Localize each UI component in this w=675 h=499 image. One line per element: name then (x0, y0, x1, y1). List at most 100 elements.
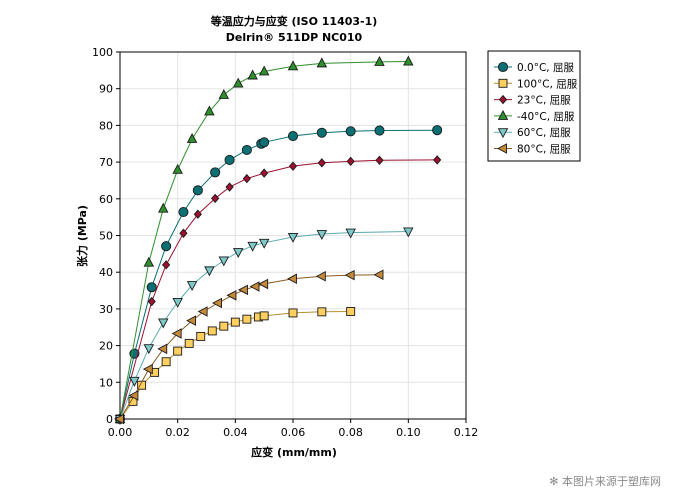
watermark-text: ✻ 本图片来源于塑库网 (549, 473, 661, 489)
data-point (287, 273, 297, 285)
data-point (142, 363, 153, 375)
legend-label: -40°C, 屈服 (517, 111, 575, 123)
data-point (129, 376, 140, 387)
data-point (179, 228, 188, 238)
data-point (162, 260, 171, 270)
data-point (373, 269, 384, 281)
y-tick-label: 90 (99, 83, 113, 96)
y-tick-label: 60 (99, 193, 113, 206)
x-tick-label: 0.10 (396, 426, 421, 439)
y-tick-label: 70 (99, 156, 113, 169)
data-point (230, 317, 240, 327)
legend-label: 60°C, 屈服 (517, 127, 571, 139)
data-point (433, 155, 442, 165)
series-line (119, 159, 438, 420)
data-point (218, 256, 230, 267)
data-point (197, 306, 208, 317)
data-point (346, 307, 356, 316)
data-point (211, 193, 220, 204)
y-axis-title: 张力 (MPa) (75, 205, 89, 267)
series-2 (115, 155, 442, 424)
data-point (172, 163, 183, 174)
data-point (158, 202, 169, 213)
data-point (204, 266, 215, 277)
y-tick-label: 10 (99, 376, 113, 389)
data-point (161, 241, 172, 252)
legend-item: 0.0°C, 屈服 (494, 61, 574, 74)
data-point (316, 127, 327, 138)
data-point (345, 228, 356, 239)
data-point (210, 167, 221, 178)
data-point (317, 307, 327, 317)
data-point (258, 65, 270, 76)
data-point (344, 269, 355, 281)
y-tick-label: 50 (99, 230, 113, 243)
series-line (119, 129, 438, 420)
data-point (316, 230, 328, 240)
x-axis-title: 应变 (mm/mm) (251, 445, 337, 459)
chart-subtitle: Delrin® 511DP NC010 (226, 31, 363, 44)
data-point (259, 137, 270, 148)
legend-item: 23°C, 屈服 (494, 95, 571, 107)
y-tick-label: 80 (99, 119, 113, 132)
series-line (119, 61, 409, 420)
data-point (247, 69, 258, 80)
data-point (186, 281, 198, 292)
y-tick-label: 30 (99, 303, 113, 316)
data-point (288, 161, 298, 171)
legend-marker (497, 109, 509, 120)
data-point (238, 284, 248, 296)
data-point (226, 290, 237, 301)
data-point (316, 57, 328, 68)
data-point (224, 154, 235, 165)
data-point (403, 55, 414, 66)
data-point (184, 338, 194, 348)
data-point (186, 133, 198, 143)
legend-label: 23°C, 屈服 (517, 95, 571, 107)
x-tick-label: 0.04 (223, 426, 248, 439)
legend: 0.0°C, 屈服 100°C, 屈服 23°C, 屈服 -40°C, 屈服 60°C,… (487, 50, 581, 162)
legend-label: 100°C, 屈服 (517, 78, 578, 90)
legend-item: -40°C, 屈服 (494, 109, 575, 123)
legend-marker (498, 94, 508, 105)
data-point (232, 248, 244, 258)
series-3 (114, 55, 414, 423)
data-point (258, 238, 270, 249)
legend-marker (498, 78, 508, 88)
legend-marker (497, 61, 509, 73)
data-point (193, 209, 202, 219)
x-tick-label: 0.12 (454, 426, 479, 439)
x-tick-label: 0.06 (281, 426, 306, 439)
data-point (288, 308, 298, 318)
data-point (173, 346, 183, 356)
data-point (157, 343, 168, 355)
data-point (232, 77, 244, 88)
y-tick-label: 100 (92, 46, 113, 59)
data-point (260, 168, 269, 178)
series-line (119, 274, 380, 420)
data-point (403, 227, 414, 238)
data-point (345, 126, 356, 137)
data-point (207, 326, 217, 336)
data-point (171, 328, 182, 339)
legend-item: 100°C, 屈服 (494, 78, 578, 90)
y-tick-label: 0 (106, 413, 113, 426)
series-4 (114, 227, 414, 425)
data-point (432, 125, 443, 136)
data-point (259, 311, 269, 321)
data-point (147, 296, 156, 307)
data-point (178, 206, 189, 218)
series-5 (114, 269, 384, 425)
data-point (192, 185, 203, 196)
data-point (114, 413, 124, 425)
data-point (212, 297, 222, 309)
data-point (143, 256, 155, 267)
x-tick-label: 0.02 (165, 426, 190, 439)
y-ticks: 0 10 20 30 40 50 60 70 80 90 100 (92, 46, 120, 426)
legend-marker (497, 143, 507, 154)
x-tick-label: 0.08 (338, 426, 363, 439)
data-point (225, 182, 234, 192)
series-0 (114, 125, 443, 425)
data-point (315, 270, 326, 282)
data-point (346, 156, 355, 167)
